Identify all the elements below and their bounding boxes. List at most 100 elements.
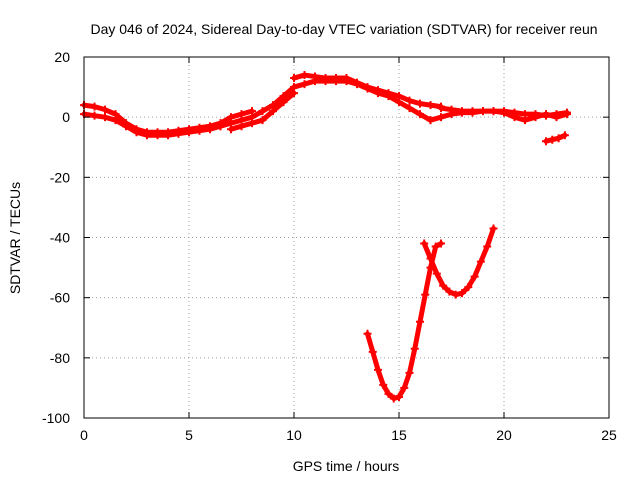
data-point bbox=[269, 107, 277, 116]
data-point bbox=[426, 254, 435, 263]
data-point bbox=[185, 128, 193, 137]
data-point bbox=[405, 104, 414, 113]
data-point bbox=[479, 107, 487, 116]
plot-frame bbox=[83, 56, 610, 419]
series-track-f bbox=[290, 77, 435, 125]
data-point bbox=[332, 77, 340, 86]
data-point bbox=[416, 317, 424, 326]
data-point bbox=[489, 107, 498, 116]
data-point bbox=[374, 89, 382, 98]
data-point bbox=[363, 84, 372, 93]
data-point bbox=[101, 113, 109, 122]
data-point bbox=[483, 242, 492, 251]
data-point bbox=[143, 131, 151, 140]
data-point bbox=[101, 105, 109, 114]
data-point bbox=[432, 269, 441, 278]
data-point bbox=[445, 287, 454, 296]
data-point bbox=[290, 74, 298, 83]
data-point bbox=[321, 77, 330, 86]
data-point bbox=[416, 110, 424, 119]
data-point bbox=[521, 116, 529, 125]
data-point bbox=[552, 113, 561, 122]
data-point bbox=[548, 135, 557, 144]
series-track-i bbox=[542, 131, 569, 146]
x-tick-label: 25 bbox=[601, 427, 617, 443]
data-point bbox=[384, 92, 393, 101]
data-point bbox=[342, 77, 351, 86]
data-point bbox=[458, 108, 466, 117]
data-point bbox=[237, 122, 246, 131]
data-point bbox=[437, 239, 445, 248]
data-point bbox=[405, 96, 414, 105]
y-axis-label: SDTVAR / TECUs bbox=[7, 182, 23, 294]
tick-layer: 0 5 10 15 20 25 -100 -80 -60 -40 -20 0 20 bbox=[42, 49, 617, 443]
data-point bbox=[395, 392, 403, 401]
data-point bbox=[451, 290, 460, 299]
data-point bbox=[195, 126, 204, 135]
y-tick-label: -100 bbox=[42, 410, 70, 426]
data-point bbox=[420, 239, 429, 248]
data-point bbox=[300, 71, 309, 80]
data-point bbox=[132, 128, 141, 137]
data-point bbox=[227, 125, 235, 134]
data-point bbox=[510, 113, 519, 122]
data-point bbox=[290, 83, 298, 92]
series-track-h bbox=[426, 107, 571, 125]
data-point bbox=[405, 368, 414, 377]
data-point bbox=[258, 107, 267, 116]
data-point bbox=[468, 108, 477, 117]
data-point bbox=[447, 110, 456, 119]
data-point bbox=[458, 289, 466, 298]
data-point bbox=[531, 113, 540, 122]
data-point bbox=[311, 77, 319, 86]
x-tick-label: 10 bbox=[286, 427, 302, 443]
data-point bbox=[464, 283, 473, 292]
data-point bbox=[363, 329, 372, 338]
data-point bbox=[379, 380, 388, 389]
data-point bbox=[416, 99, 424, 108]
data-point bbox=[395, 98, 403, 107]
data-point bbox=[90, 102, 99, 111]
data-point bbox=[489, 224, 498, 233]
data-point bbox=[500, 108, 508, 117]
x-tick-label: 20 bbox=[496, 427, 512, 443]
data-point bbox=[542, 110, 550, 119]
x-tick-label: 5 bbox=[185, 427, 193, 443]
data-point bbox=[389, 394, 398, 403]
data-point bbox=[426, 101, 435, 110]
data-point bbox=[111, 116, 120, 125]
y-tick-label: -80 bbox=[50, 350, 70, 366]
data-point bbox=[90, 111, 99, 120]
data-point bbox=[542, 137, 550, 146]
data-layer bbox=[80, 71, 571, 403]
data-point bbox=[248, 119, 256, 128]
data-point bbox=[437, 113, 445, 122]
data-point bbox=[206, 125, 214, 134]
data-point bbox=[431, 242, 440, 251]
data-point bbox=[421, 290, 430, 299]
data-point bbox=[563, 110, 571, 119]
x-tick-label: 0 bbox=[80, 427, 88, 443]
data-point bbox=[279, 98, 288, 107]
data-point bbox=[437, 104, 445, 113]
y-tick-label: 0 bbox=[62, 109, 70, 125]
data-point bbox=[164, 131, 172, 140]
y-tick-label: -40 bbox=[50, 230, 70, 246]
x-tick-label: 15 bbox=[391, 427, 407, 443]
y-tick-label: 20 bbox=[54, 49, 70, 65]
data-point bbox=[368, 347, 377, 356]
data-point bbox=[400, 383, 409, 392]
data-point bbox=[122, 122, 130, 131]
data-point bbox=[554, 134, 563, 143]
data-point bbox=[410, 344, 419, 353]
y-tick-label: -60 bbox=[50, 290, 70, 306]
data-point bbox=[216, 122, 225, 131]
data-point bbox=[174, 129, 183, 138]
series-track-d bbox=[227, 89, 298, 134]
y-tick-label: -20 bbox=[50, 169, 70, 185]
data-point bbox=[258, 116, 267, 125]
data-point bbox=[353, 80, 361, 89]
series-track-b bbox=[80, 110, 225, 140]
data-point bbox=[560, 131, 569, 140]
